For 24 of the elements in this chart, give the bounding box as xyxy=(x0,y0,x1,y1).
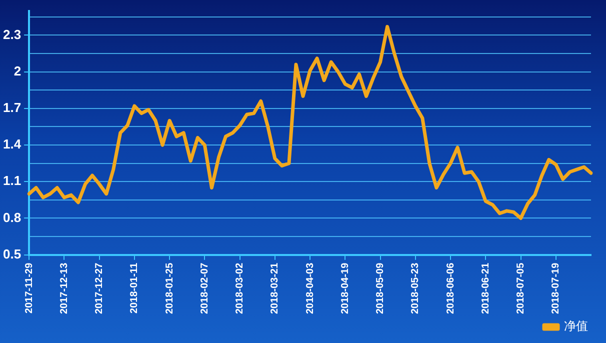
x-tick-label: 2018-04-19 xyxy=(340,262,351,314)
x-tick-label: 2018-04-03 xyxy=(304,262,316,314)
x-tick-label: 2018-05-09 xyxy=(375,262,386,314)
y-tick-label: 1.7 xyxy=(2,100,22,115)
x-tick-label: 2018-06-21 xyxy=(480,262,492,314)
x-tick-label: 2017-12-13 xyxy=(58,262,70,314)
x-tick-label: 2018-03-02 xyxy=(234,262,246,314)
x-tick-label: 2018-01-25 xyxy=(164,262,176,314)
x-tick-label: 2018-01-11 xyxy=(129,262,140,314)
y-tick-label: 0.8 xyxy=(2,210,22,225)
y-tick-label: 1.4 xyxy=(2,136,22,152)
x-tick-label: 2018-05-23 xyxy=(410,262,422,314)
x-tick-label: 2017-12-27 xyxy=(94,262,106,314)
y-tick-label: 1.1 xyxy=(2,173,22,188)
x-tick-label: 2018-02-07 xyxy=(199,262,210,314)
legend-label: 净值 xyxy=(564,319,588,334)
x-tick-label: 2018-07-19 xyxy=(550,262,562,314)
x-tick-label: 2018-06-06 xyxy=(445,262,456,314)
x-tick-label: 2018-03-21 xyxy=(270,262,281,314)
x-tick-label: 2017-11-29 xyxy=(24,262,35,314)
y-tick-label: 0.5 xyxy=(2,246,22,262)
y-tick-label: 2.3 xyxy=(2,26,22,42)
x-tick-label: 2018-07-05 xyxy=(516,262,527,314)
y-tick-label: 2 xyxy=(14,63,22,78)
